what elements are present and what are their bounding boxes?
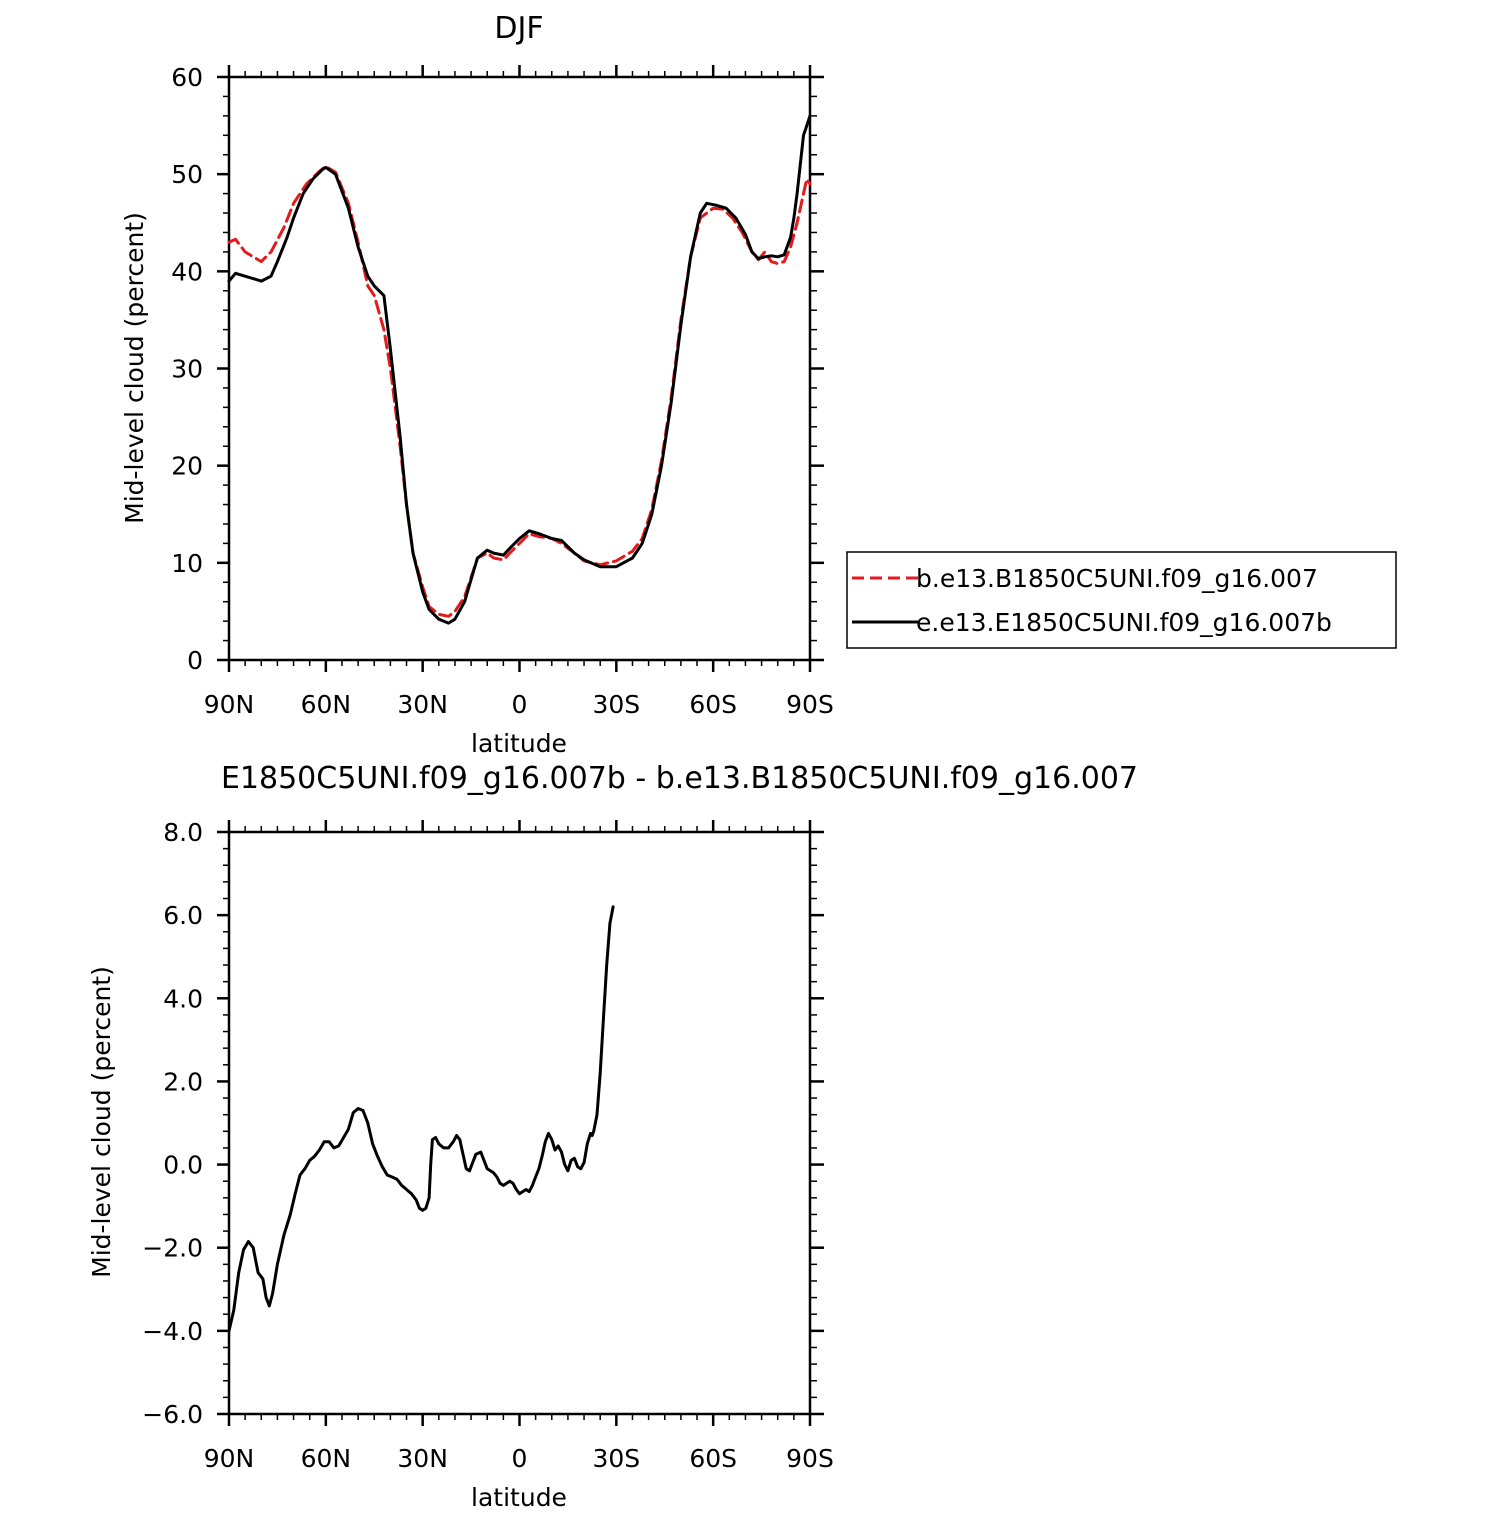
top-series-line-0 (227, 164, 812, 618)
bottom-y-tick-label-0: −6.0 (142, 1400, 203, 1429)
bottom-y-tick-label-5: 4.0 (163, 984, 203, 1013)
top-series-group (227, 114, 812, 625)
top-y-tick-label-2: 20 (171, 452, 203, 481)
top-plot-frame (227, 75, 812, 662)
bottom-axis-ticks: 90N 60N 30N 0 30S 60S 90S −6.0 −4.0 −2.0 0.0 2.0 4.0… (142, 818, 834, 1473)
bottom-y-tick-label-4: 2.0 (163, 1067, 203, 1096)
top-y-tick-label-1: 10 (171, 549, 203, 578)
bottom-series-line-0 (227, 905, 615, 1333)
top-x-tick-label-5: 60S (689, 690, 737, 719)
top-x-axis-label: latitude (471, 729, 567, 758)
top-axis-ticks: 90N 60N 30N 0 30S 60S 90S 0 10 20 30 40 50 60 (171, 63, 834, 719)
bottom-y-tick-label-3: 0.0 (163, 1151, 203, 1180)
legend-box (846, 551, 1397, 649)
top-y-tick-label-5: 50 (171, 160, 203, 189)
top-y-tick-label-6: 60 (171, 63, 203, 92)
top-x-tick-label-3: 0 (512, 690, 528, 719)
top-y-tick-label-3: 30 (171, 355, 203, 384)
bottom-x-tick-label-3: 0 (512, 1444, 528, 1473)
panel-bottom: E1850C5UNI.f09_g16.007b - b.e13.B1850C5U… (87, 761, 1138, 1512)
top-x-tick-label-2: 30N (397, 690, 448, 719)
legend-label-1: e.e13.E1850C5UNI.f09_g16.007b (916, 608, 1332, 637)
bottom-x-tick-label-1: 60N (301, 1444, 352, 1473)
bottom-y-axis-label: Mid-level cloud (percent) (87, 966, 116, 1278)
bottom-x-axis-label: latitude (471, 1483, 567, 1512)
top-y-axis-label: Mid-level cloud (percent) (120, 212, 149, 524)
bottom-x-tick-label-2: 30N (397, 1444, 448, 1473)
bottom-x-tick-label-6: 90S (786, 1444, 834, 1473)
bottom-series-group (227, 905, 615, 1333)
top-y-tick-label-4: 40 (171, 257, 203, 286)
bottom-y-tick-label-2: −2.0 (142, 1234, 203, 1263)
bottom-chart-title: E1850C5UNI.f09_g16.007b - b.e13.B1850C5U… (221, 761, 1138, 796)
top-x-tick-label-4: 30S (592, 690, 640, 719)
top-y-tick-label-0: 0 (187, 646, 203, 675)
top-chart-title: DJF (494, 11, 543, 46)
bottom-x-tick-label-5: 60S (689, 1444, 737, 1473)
legend: b.e13.B1850C5UNI.f09_g16.007 e.e13.E1850… (846, 551, 1397, 649)
top-x-tick-label-0: 90N (204, 690, 255, 719)
panel-top: DJF 90N 60N 30N 0 30S 60S 90S 0 10 20 30 40 50 60 lat… (120, 11, 1397, 758)
bottom-x-tick-label-4: 30S (592, 1444, 640, 1473)
bottom-plot-frame (227, 830, 812, 1416)
top-x-tick-label-1: 60N (301, 690, 352, 719)
bottom-y-tick-label-1: −4.0 (142, 1317, 203, 1346)
top-series-line-1 (227, 114, 812, 625)
bottom-y-tick-label-7: 8.0 (163, 818, 203, 847)
bottom-y-tick-label-6: 6.0 (163, 901, 203, 930)
bottom-x-tick-label-0: 90N (204, 1444, 255, 1473)
legend-label-0: b.e13.B1850C5UNI.f09_g16.007 (916, 564, 1318, 593)
top-x-tick-label-6: 90S (786, 690, 834, 719)
